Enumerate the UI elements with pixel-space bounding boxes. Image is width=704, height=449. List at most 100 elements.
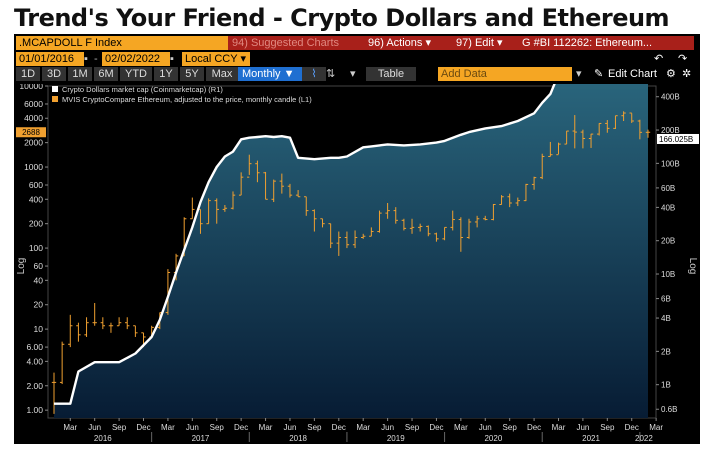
dropdown-icon[interactable]: ▾ bbox=[350, 68, 356, 80]
x-axis-month-label: Jun bbox=[284, 423, 297, 432]
x-axis-year-label: 2019 bbox=[387, 434, 405, 443]
right-axis-tick-label: 40B bbox=[661, 203, 675, 212]
range-button-1d[interactable]: 1D bbox=[16, 67, 40, 81]
marketcap-line bbox=[54, 84, 556, 405]
range-button-max[interactable]: Max bbox=[206, 67, 238, 81]
x-axis-month-label: Jun bbox=[479, 423, 492, 432]
range-button-3d[interactable]: 3D bbox=[42, 67, 66, 81]
start-date-field[interactable]: 01/01/2016 bbox=[16, 52, 84, 66]
edit-chart-button[interactable]: Edit Chart bbox=[608, 68, 657, 80]
x-axis-month-label: Jun bbox=[381, 423, 394, 432]
x-axis-month-label: Dec bbox=[136, 423, 150, 432]
x-axis-month-label: Jun bbox=[576, 423, 589, 432]
x-axis-year-label: 2022 bbox=[635, 434, 653, 443]
toolbar-row-3: 1D 3D 1M 6M YTD 1Y 5Y Max Monthly ▼ ⌇ ⇅ … bbox=[14, 67, 700, 82]
chart-canvas: 1.00 2.00 4.00 6.00 10 20 40 60 100 200 400 600 1000… bbox=[16, 84, 699, 443]
range-button-5y[interactable]: 5Y bbox=[180, 67, 204, 81]
left-axis-tick-label: 6000 bbox=[24, 99, 43, 109]
suggested-charts-button[interactable]: 94) Suggested Charts bbox=[228, 36, 368, 50]
right-axis-tick-label: 100B bbox=[661, 159, 680, 168]
chevron-down-icon: ▾ bbox=[496, 37, 503, 49]
line-chart-icon[interactable]: ⌇ bbox=[302, 67, 326, 81]
x-axis-month-label: Mar bbox=[649, 423, 663, 432]
end-date-field[interactable]: 02/02/2022 bbox=[102, 52, 170, 66]
period-select[interactable]: Monthly ▼ bbox=[238, 67, 304, 81]
legend-label: Crypto Dollars market cap (Coinmarketcap… bbox=[62, 85, 223, 94]
x-axis-month-label: Sep bbox=[405, 423, 420, 432]
right-axis-tick-label: 60B bbox=[661, 184, 675, 193]
right-axis-tick-label: 6B bbox=[661, 295, 671, 304]
currency-select[interactable]: Local CCY ▾ bbox=[182, 52, 250, 66]
last-value-badges: 2688 166.025B bbox=[16, 127, 699, 144]
chevron-down-icon: ▾ bbox=[425, 37, 432, 49]
redo-icon[interactable]: ↷ bbox=[678, 53, 688, 65]
left-axis-tick-label: 60 bbox=[34, 261, 44, 271]
suggested-charts-label: 94) Suggested Charts bbox=[232, 37, 340, 49]
add-data-input[interactable]: Add Data bbox=[438, 67, 572, 81]
period-label: Monthly bbox=[242, 68, 281, 80]
marketcap-line-path bbox=[54, 84, 556, 405]
range-button-6m[interactable]: 6M bbox=[94, 67, 118, 81]
right-axis-tick-label: 1B bbox=[661, 381, 671, 390]
left-axis-tick-label: 600 bbox=[29, 180, 43, 190]
left-axis-tick-label: 10000 bbox=[19, 84, 43, 91]
legend-swatch bbox=[52, 86, 58, 92]
marketcap-area bbox=[54, 84, 648, 418]
left-axis-tick-label: 2000 bbox=[24, 138, 43, 148]
right-axis-tick-label: 4B bbox=[661, 314, 671, 323]
bloomberg-terminal: .MCAPDOLL F Index 94) Suggested Charts 9… bbox=[14, 34, 700, 444]
x-axis-month-label: Mar bbox=[161, 423, 175, 432]
right-axis-tick-label: 0.6B bbox=[661, 405, 677, 414]
left-axis-tick-label: 1000 bbox=[24, 162, 43, 172]
toolbar-row-1: .MCAPDOLL F Index 94) Suggested Charts 9… bbox=[14, 36, 700, 51]
legend-swatch bbox=[52, 96, 58, 102]
currency-label: Local CCY bbox=[185, 53, 238, 65]
left-last-value-box bbox=[16, 127, 46, 138]
x-axis-month-label: Dec bbox=[527, 423, 541, 432]
table-button[interactable]: Table bbox=[366, 67, 416, 81]
right-axis-tick-label: 2B bbox=[661, 347, 671, 356]
x-axis-year-label: 2016 bbox=[94, 434, 112, 443]
page-headline: Trend's Your Friend - Crypto Dollars and… bbox=[14, 4, 670, 32]
right-last-value: 166.025B bbox=[659, 135, 693, 144]
left-axis-tick-label: 40 bbox=[34, 275, 44, 285]
x-axis-year-label: 2018 bbox=[289, 434, 307, 443]
gear-icon[interactable]: ⚙ bbox=[666, 68, 676, 80]
chart-title-tab[interactable]: G #BI 112262: Ethereum... bbox=[518, 36, 694, 50]
x-axis-month-label: Jun bbox=[186, 423, 199, 432]
right-axis: 400B 200B 100B 60B 40B 20B 10B 6B 4B 2B 1B 0.6B Log bbox=[656, 93, 698, 414]
range-button-1y[interactable]: 1Y bbox=[154, 67, 178, 81]
edit-button[interactable]: 97) Edit ▾ bbox=[452, 36, 522, 50]
x-axis-month-label: Mar bbox=[552, 423, 566, 432]
x-axis-month-label: Dec bbox=[625, 423, 639, 432]
chart-legend: Crypto Dollars market cap (Coinmarketcap… bbox=[52, 85, 312, 104]
x-axis-month-label: Mar bbox=[259, 423, 273, 432]
calendar-icon[interactable]: ▪ bbox=[170, 53, 174, 65]
x-axis-month-label: Dec bbox=[429, 423, 443, 432]
actions-button[interactable]: 96) Actions ▾ bbox=[364, 36, 456, 50]
legend-label: MVIS CryptoCompare Ethereum, adjusted to… bbox=[62, 95, 312, 104]
dropdown-icon[interactable]: ▾ bbox=[576, 68, 582, 80]
left-last-value: 2688 bbox=[22, 128, 40, 137]
left-axis-tick-label: 400 bbox=[29, 194, 43, 204]
left-axis-tick-label: 6.00 bbox=[26, 342, 43, 352]
undo-icon[interactable]: ↶ bbox=[654, 53, 664, 65]
calendar-icon[interactable]: ▪ bbox=[84, 53, 88, 65]
chevron-down-icon: ▾ bbox=[240, 53, 246, 65]
range-button-1m[interactable]: 1M bbox=[68, 67, 92, 81]
x-axis-month-label: Mar bbox=[356, 423, 370, 432]
ticker-field[interactable]: .MCAPDOLL F Index bbox=[16, 36, 230, 50]
toolbar-row-2: 01/01/2016 ▪ - 02/02/2022 ▪ Local CCY ▾ bbox=[14, 52, 700, 67]
settings-icon[interactable]: ✲ bbox=[682, 68, 692, 80]
actions-label: 96) Actions bbox=[368, 37, 423, 49]
range-button-ytd[interactable]: YTD bbox=[120, 67, 152, 81]
left-axis-tick-label: 1.00 bbox=[26, 405, 43, 415]
x-axis-month-label: Sep bbox=[600, 423, 615, 432]
x-axis-month-label: Sep bbox=[307, 423, 322, 432]
settings-icon[interactable]: ⇅ bbox=[326, 68, 336, 80]
right-axis-tick-label: 20B bbox=[661, 237, 675, 246]
left-axis-tick-label: 20 bbox=[34, 300, 44, 310]
pencil-icon[interactable]: ✎ bbox=[594, 68, 604, 80]
x-axis-month-label: Sep bbox=[112, 423, 127, 432]
x-axis-year-label: 2021 bbox=[582, 434, 600, 443]
